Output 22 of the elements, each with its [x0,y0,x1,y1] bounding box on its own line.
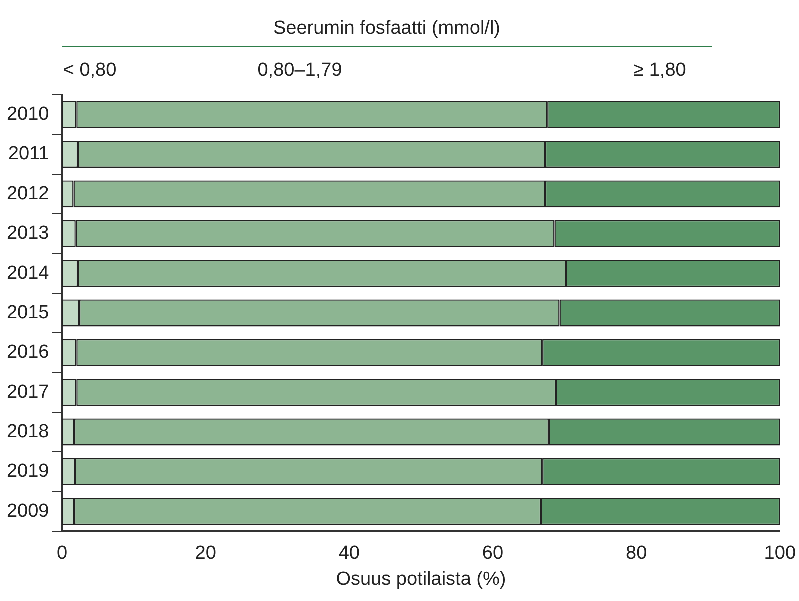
x-axis-title: Osuus potilaista (%) [336,568,506,590]
x-tick-label: 80 [626,543,648,564]
y-tick-label: 2016 [6,342,50,364]
x-tick-label: 40 [338,543,360,564]
y-tick-label: 2019 [6,461,50,482]
y-tick-label: 2010 [6,104,50,126]
x-tick-label: 60 [482,543,504,564]
series-label: < 0,80 [63,60,117,82]
series-label: 0,80–1,79 [258,60,342,82]
y-tick-label: 2009 [6,500,50,522]
y-tick-label: 2014 [6,262,50,284]
x-tick-label: 20 [195,543,216,564]
legend-title: Seerumin fosfaatti (mmol/l) [272,18,502,40]
y-tick-label: 2011 [8,144,50,165]
y-tick-label: 2018 [6,421,50,442]
x-tick-label: 100 [764,543,796,564]
y-tick-label: 2012 [6,183,50,204]
x-tick-label: 0 [56,543,68,564]
y-tick-label: 2017 [6,382,50,403]
series-label: ≥ 1,80 [634,60,686,82]
y-tick-label: 2013 [6,223,50,244]
y-tick-label: 2015 [6,302,50,324]
